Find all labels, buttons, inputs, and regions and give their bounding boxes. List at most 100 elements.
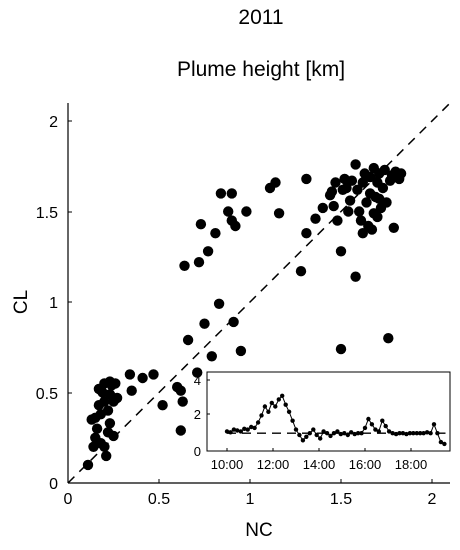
scatter-point [301, 173, 312, 185]
inset-point [259, 413, 264, 418]
inset-plot: 0 2 4 10:00 12:00 14:00 16:00 18:00 [194, 371, 451, 472]
scatter-point [310, 213, 321, 224]
scatter-point [195, 219, 207, 230]
inset-point [404, 431, 409, 437]
inset-point [414, 431, 419, 436]
scatter-point [175, 385, 186, 396]
scatter-point [104, 418, 116, 429]
inset-point [411, 431, 416, 436]
scatter-point [223, 206, 234, 217]
scatter-point [235, 345, 247, 357]
inset-point [245, 427, 250, 432]
scatter-point [343, 206, 354, 217]
scatter-point [101, 450, 112, 462]
inset-point [297, 432, 302, 438]
inset-point [366, 416, 371, 422]
scatter-point [357, 177, 368, 188]
y-tick-label-0: 0 [49, 476, 58, 493]
scatter-point [377, 182, 389, 194]
inset-point [376, 429, 381, 434]
inset-x-tick-label-0: 10:00 [211, 457, 244, 472]
inset-point [373, 427, 378, 432]
scatter-point [295, 266, 307, 277]
scatter-point [350, 159, 361, 170]
scatter-point [182, 334, 194, 346]
scatter-point [175, 425, 186, 436]
scatter-point [374, 193, 385, 204]
inset-y-tick-label-2: 4 [194, 373, 201, 388]
scatter-point [383, 333, 394, 344]
scatter-point [350, 271, 361, 282]
y-tick-label-4: 2 [49, 114, 58, 131]
scatter-point [354, 206, 365, 217]
inset-point [286, 409, 292, 414]
inset-point [383, 423, 388, 429]
scatter-point [368, 208, 379, 219]
scatter-point [270, 177, 281, 188]
scatter-point [215, 188, 227, 199]
scatter-point [335, 246, 347, 257]
scatter-point [210, 228, 221, 239]
inset-point [328, 433, 333, 439]
scatter-point [344, 195, 356, 206]
main-plot: 0 0.5 1 1.5 2 0 0.5 1 1.5 2 NC CL [11, 102, 451, 541]
inset-point [238, 429, 243, 434]
inset-point [242, 426, 247, 431]
scatter-point [228, 316, 239, 328]
x-tick-label-0: 0 [64, 491, 73, 508]
inset-point [252, 425, 257, 431]
scatter-point [355, 215, 367, 226]
chart-suptitle: 2011 [238, 6, 283, 29]
scatter-point [202, 246, 214, 257]
scatter-point [301, 228, 312, 239]
chart-title: Plume height [km] [177, 58, 345, 81]
inset-point [338, 431, 343, 437]
x-axis-label: NC [245, 520, 272, 541]
inset-point [231, 427, 237, 432]
scatter-point [226, 215, 237, 226]
scatter-point [357, 228, 368, 239]
inset-point [397, 431, 402, 436]
scatter-point [192, 367, 203, 378]
scatter-point [177, 396, 188, 407]
scatter-point [273, 208, 285, 219]
inset-x-tick-label-4: 18:00 [395, 457, 428, 472]
scatter-point [388, 222, 399, 233]
inset-point [269, 400, 274, 406]
scatter-point [346, 175, 358, 186]
inset-point [224, 429, 230, 434]
inset-point [307, 431, 312, 436]
scatter-point [82, 459, 94, 471]
inset-point [335, 429, 340, 434]
inset-point [359, 431, 364, 436]
scatter-point [364, 171, 376, 183]
scatter-point [137, 372, 148, 384]
inset-point [428, 431, 433, 436]
inset-point [386, 429, 392, 434]
inset-point [321, 429, 326, 434]
scatter-point [366, 224, 378, 235]
inset-point [362, 425, 368, 431]
scatter-point [99, 441, 110, 452]
inset-x-tick-label-1: 12:00 [257, 457, 290, 472]
inset-point [438, 439, 444, 445]
y-tick-label-1: 0.5 [36, 386, 58, 403]
inset-point [266, 409, 271, 414]
y-tick-label-2: 1 [49, 295, 58, 312]
inset-point [400, 431, 406, 436]
scatter-point [179, 260, 190, 271]
inset-point [355, 431, 361, 436]
inset-point [262, 404, 268, 409]
inset-point [273, 404, 278, 409]
inset-point [249, 424, 254, 430]
inset-point [314, 432, 319, 438]
inset-point [345, 432, 350, 438]
inset-point [380, 418, 385, 423]
scatter-point [317, 202, 328, 214]
scatter-point [352, 184, 363, 195]
scatter-point [157, 400, 168, 411]
scatter-point [91, 423, 103, 434]
scatter-point [199, 318, 210, 329]
inset-point [255, 420, 261, 425]
inset-point [407, 431, 413, 436]
